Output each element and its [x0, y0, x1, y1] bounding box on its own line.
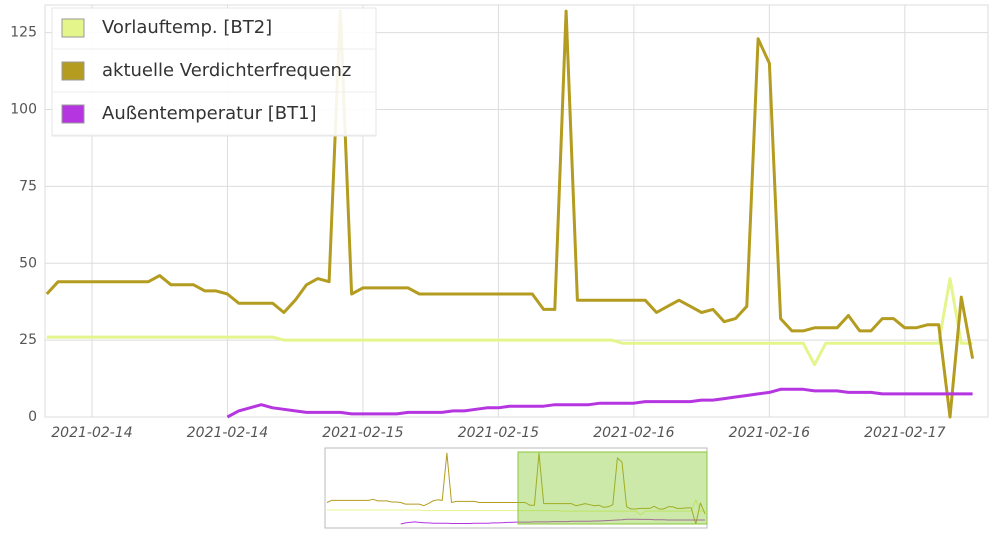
navigator-selection [517, 451, 708, 525]
x-tick-label: 2021-02-14 [187, 425, 268, 441]
x-tick-label: 2021-02-15 [322, 425, 403, 441]
y-tick-label: 100 [10, 102, 37, 118]
navigator[interactable] [324, 447, 708, 529]
x-tick-label: 2021-02-15 [458, 425, 539, 441]
legend-swatch [61, 61, 85, 81]
x-tick-label: 2021-02-16 [729, 425, 810, 441]
series-line [327, 499, 705, 516]
legend-box [51, 7, 377, 137]
series-line [400, 518, 705, 525]
y-tick-label: 0 [28, 409, 37, 425]
x-tick-label: 2021-02-17 [864, 425, 945, 441]
x-tick-label: 2021-02-14 [51, 425, 132, 441]
legend-swatch [61, 18, 85, 38]
legend-label: aktuelle Verdichterfrequenz [102, 60, 351, 81]
legend-label: Außentemperatur [BT1] [102, 103, 317, 124]
legend-swatch [61, 104, 85, 124]
navigator-frame [324, 447, 708, 529]
y-tick-label: 50 [19, 255, 37, 271]
series-line [46, 277, 973, 367]
series-line [226, 387, 973, 419]
series-line [45, 9, 975, 419]
y-tick-label: 125 [10, 25, 37, 41]
y-tick-label: 25 [19, 332, 37, 348]
y-tick-label: 75 [19, 178, 37, 194]
legend-label: Vorlauftemp. [BT2] [102, 17, 272, 38]
series-line [326, 452, 706, 525]
x-tick-label: 2021-02-16 [593, 425, 674, 441]
